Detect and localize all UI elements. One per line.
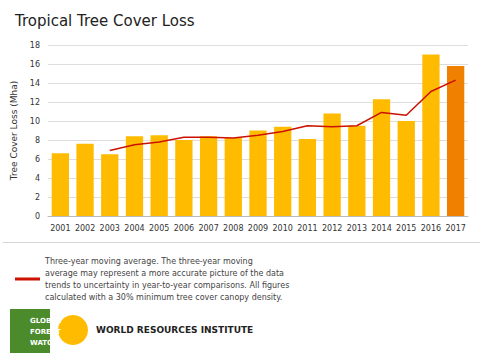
svg-text:Tree Cover Loss (Mha): Tree Cover Loss (Mha) [9,81,19,181]
svg-text:12: 12 [30,98,40,107]
svg-text:2017: 2017 [445,224,465,233]
svg-text:10: 10 [30,117,40,126]
svg-text:Three-year moving average. The: Three-year moving average. The three-yea… [44,257,253,266]
svg-text:trends to uncertainty in year-: trends to uncertainty in year-to-year co… [45,281,289,290]
svg-text:18: 18 [30,41,40,50]
svg-text:2001: 2001 [50,224,70,233]
svg-text:2: 2 [35,193,40,202]
svg-text:WATCH: WATCH [30,339,58,347]
svg-text:2009: 2009 [248,224,268,233]
svg-text:GLOBAL: GLOBAL [30,317,62,325]
svg-text:0: 0 [35,212,40,221]
svg-text:2012: 2012 [322,224,342,233]
svg-text:16: 16 [30,60,40,69]
svg-text:2008: 2008 [223,224,243,233]
svg-text:2016: 2016 [421,224,441,233]
svg-text:FOREST: FOREST [30,328,61,336]
svg-text:2015: 2015 [396,224,416,233]
svg-text:2002: 2002 [75,224,95,233]
svg-text:WORLD RESOURCES INSTITUTE: WORLD RESOURCES INSTITUTE [96,325,253,335]
svg-text:2013: 2013 [347,224,367,233]
svg-text:average may represent a more a: average may represent a more accurate pi… [45,269,284,278]
svg-text:6: 6 [35,155,40,164]
svg-text:Tropical Tree Cover Loss: Tropical Tree Cover Loss [14,12,195,30]
svg-text:2003: 2003 [100,224,120,233]
svg-text:8: 8 [35,136,40,145]
svg-text:2006: 2006 [174,224,194,233]
svg-text:2014: 2014 [371,224,391,233]
svg-text:2010: 2010 [273,224,293,233]
svg-text:2011: 2011 [297,224,317,233]
svg-text:14: 14 [30,79,40,88]
svg-text:2005: 2005 [149,224,169,233]
svg-text:2007: 2007 [198,224,218,233]
svg-text:calculated with a 30% minimum: calculated with a 30% minimum tree cover… [45,293,282,302]
svg-text:4: 4 [35,174,40,183]
svg-text:2004: 2004 [124,224,144,233]
